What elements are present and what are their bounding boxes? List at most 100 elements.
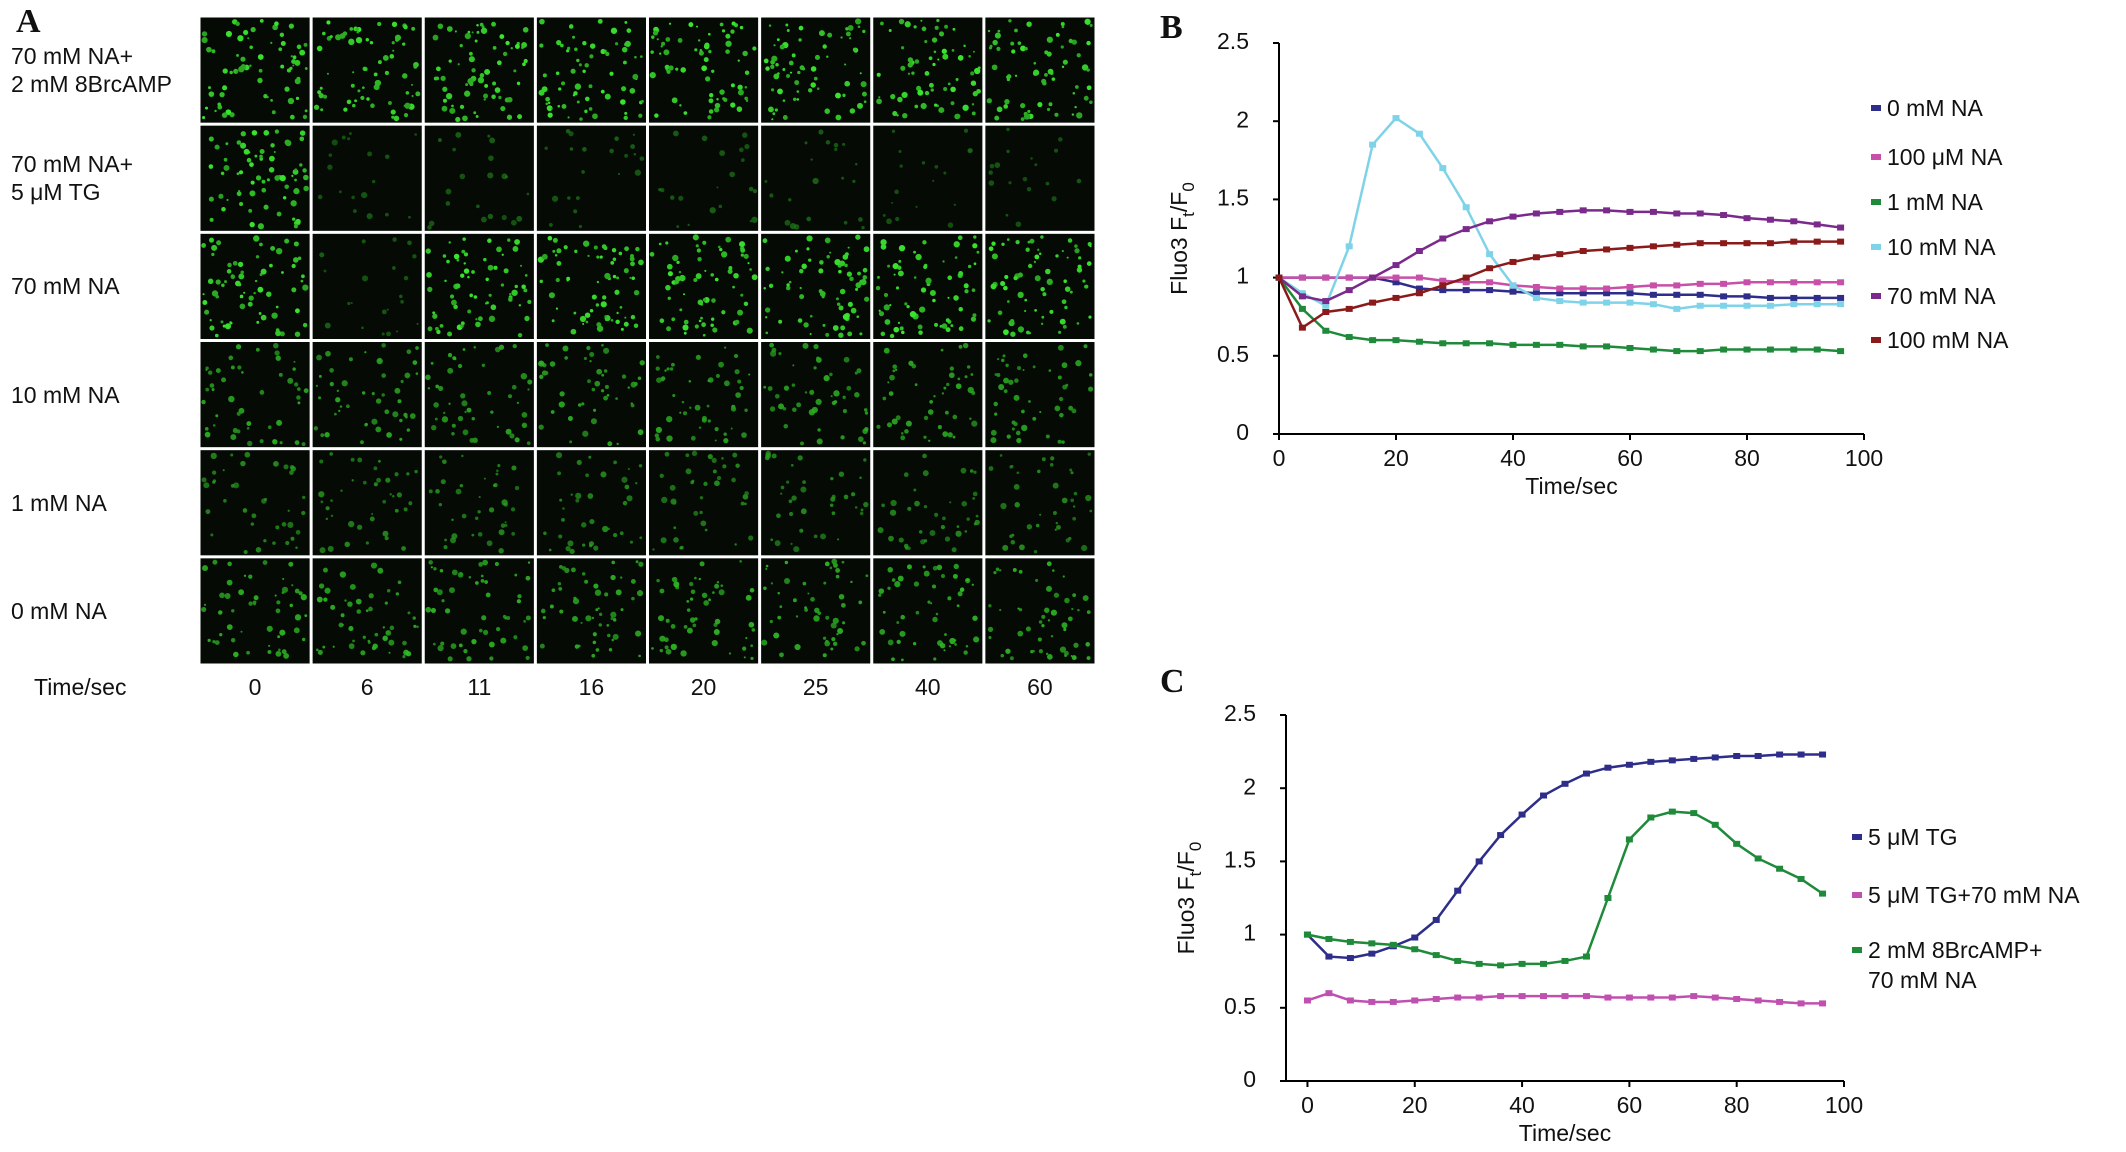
cell-spot bbox=[839, 288, 846, 295]
cell-spot bbox=[877, 527, 884, 534]
cell-spot bbox=[960, 467, 967, 474]
cell-spot bbox=[1046, 51, 1052, 57]
cell-spot bbox=[711, 317, 715, 321]
cell-spot bbox=[887, 264, 891, 268]
cell-spot bbox=[207, 86, 212, 90]
cell-spot bbox=[1076, 267, 1083, 273]
data-point bbox=[1462, 279, 1470, 286]
cell-spot bbox=[1014, 74, 1018, 77]
cell-spot bbox=[360, 440, 364, 445]
cell-spot bbox=[951, 49, 955, 52]
cell-spot bbox=[325, 517, 329, 521]
cell-spot bbox=[486, 540, 493, 547]
cell-spot bbox=[698, 426, 702, 429]
data-point bbox=[1415, 274, 1423, 281]
cell-spot bbox=[514, 44, 520, 49]
cell-spot bbox=[751, 628, 756, 632]
cell-spot bbox=[557, 581, 562, 586]
cell-spot bbox=[1009, 534, 1013, 539]
cell-spot bbox=[1034, 163, 1038, 167]
cell-spot bbox=[737, 59, 740, 62]
cell-spot bbox=[525, 655, 530, 660]
cell-spot bbox=[484, 68, 491, 75]
cell-spot bbox=[261, 187, 267, 193]
cell-spot bbox=[752, 189, 758, 194]
cell-spot bbox=[296, 395, 301, 400]
cell-spot bbox=[239, 294, 244, 299]
cell-spot bbox=[797, 455, 803, 461]
cell-spot bbox=[241, 371, 244, 374]
cell-spot bbox=[621, 46, 628, 53]
micrograph bbox=[536, 558, 646, 664]
data-point bbox=[1298, 274, 1306, 281]
cell-spot bbox=[1056, 524, 1061, 530]
cell-spot bbox=[834, 258, 841, 266]
cell-spot bbox=[1085, 642, 1091, 647]
data-point bbox=[1766, 279, 1774, 286]
cell-spot bbox=[666, 326, 672, 332]
cell-spot bbox=[761, 639, 768, 646]
cell-spot bbox=[678, 195, 684, 201]
cell-spot bbox=[896, 639, 901, 645]
data-point bbox=[1322, 302, 1330, 309]
data-point bbox=[1345, 274, 1353, 281]
cell-spot bbox=[1032, 365, 1036, 369]
cell-spot bbox=[924, 70, 930, 76]
cell-spot bbox=[260, 314, 267, 321]
cell-spot bbox=[683, 625, 688, 629]
cell-spot bbox=[462, 429, 469, 436]
cell-spot bbox=[517, 114, 523, 120]
cell-spot bbox=[844, 263, 848, 268]
cell-spot bbox=[930, 602, 933, 605]
cell-spot bbox=[614, 136, 619, 141]
cell-spot bbox=[629, 88, 636, 94]
cell-spot bbox=[695, 273, 702, 280]
cell-spot bbox=[780, 485, 785, 490]
cell-spot bbox=[890, 93, 896, 100]
cell-spot bbox=[777, 88, 783, 95]
data-point bbox=[1837, 238, 1845, 245]
cell-spot bbox=[799, 65, 805, 71]
cell-spot bbox=[392, 49, 395, 52]
cell-spot bbox=[541, 253, 548, 260]
cell-spot bbox=[778, 403, 785, 410]
cell-spot bbox=[317, 649, 323, 655]
cell-spot bbox=[258, 312, 262, 315]
cell-spot bbox=[1014, 378, 1019, 383]
cell-spot bbox=[273, 460, 279, 467]
cell-spot bbox=[575, 492, 582, 499]
cell-spot bbox=[352, 103, 356, 108]
cell-spot bbox=[320, 108, 324, 112]
cell-spot bbox=[816, 356, 820, 360]
cell-spot bbox=[461, 249, 466, 254]
cell-spot bbox=[1054, 405, 1061, 412]
cell-spot bbox=[425, 374, 431, 381]
cell-spot bbox=[447, 656, 453, 662]
cell-spot bbox=[957, 591, 963, 597]
cell-spot bbox=[932, 298, 936, 303]
cell-spot bbox=[1020, 45, 1026, 52]
cell-spot bbox=[600, 89, 605, 94]
cell-spot bbox=[862, 275, 868, 280]
cell-spot bbox=[974, 67, 981, 75]
cell-spot bbox=[233, 482, 240, 489]
cell-spot bbox=[452, 356, 457, 360]
cell-spot bbox=[469, 293, 474, 298]
data-point bbox=[1345, 243, 1353, 250]
cell-spot bbox=[810, 158, 813, 161]
cell-spot bbox=[448, 402, 451, 405]
cell-spot bbox=[1037, 248, 1040, 251]
cell-spot bbox=[630, 144, 636, 150]
cell-spot bbox=[680, 67, 687, 73]
cell-spot bbox=[604, 592, 609, 597]
cell-spot bbox=[569, 147, 574, 151]
cell-spot bbox=[611, 638, 615, 642]
data-point bbox=[1369, 337, 1377, 344]
data-point bbox=[1369, 141, 1377, 148]
cell-spot bbox=[365, 609, 369, 612]
cell-spot bbox=[847, 246, 850, 249]
cell-spot bbox=[575, 196, 580, 201]
cell-spot bbox=[920, 19, 923, 22]
cell-spot bbox=[367, 639, 371, 643]
cell-spot bbox=[235, 21, 240, 26]
